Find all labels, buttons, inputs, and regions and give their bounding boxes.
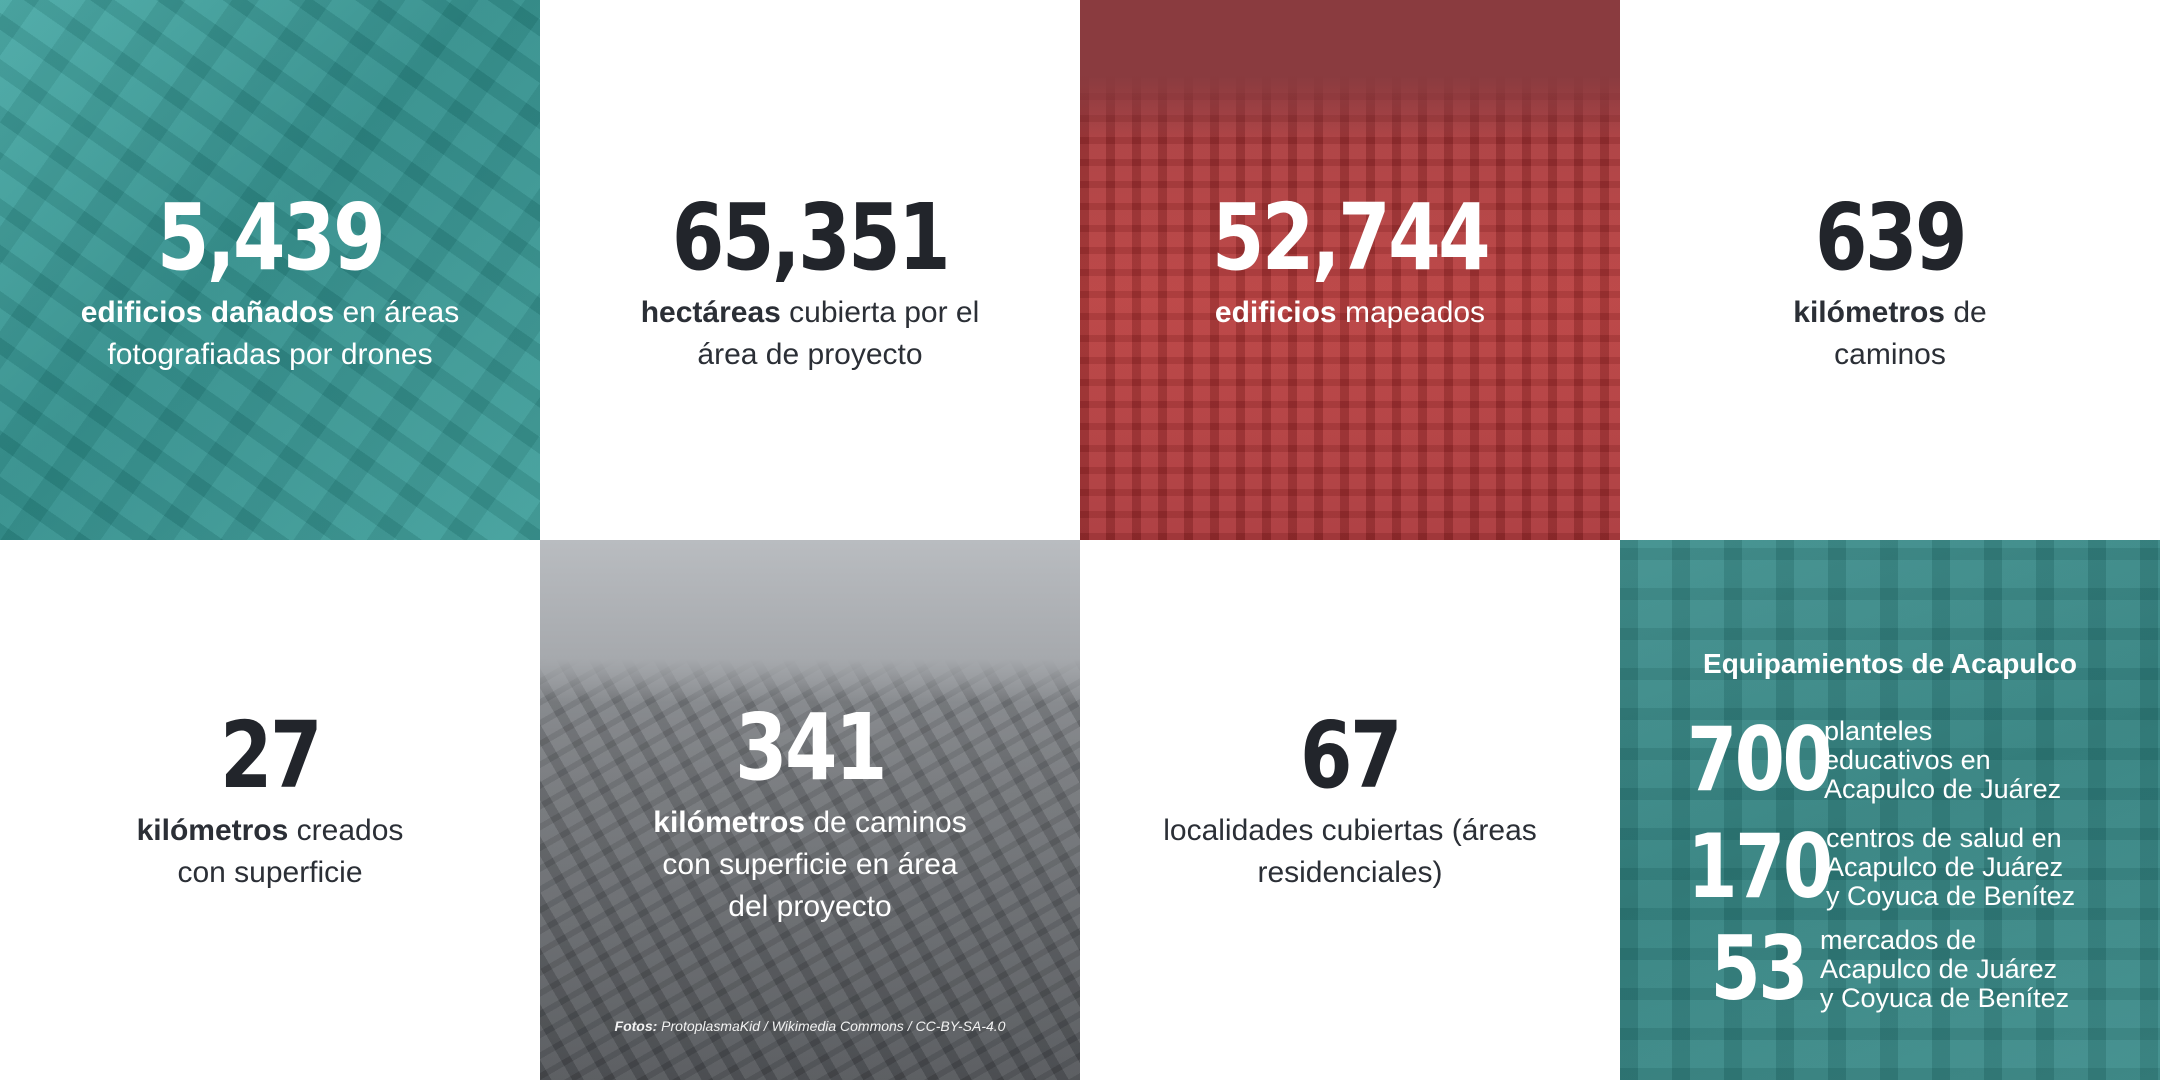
stat-block: 52,744 edificios mapeados [1080, 188, 1620, 334]
equip-description: centros de salud en Acapulco de Juárez y… [1826, 822, 2076, 911]
stat-description-bold: edificios [1214, 296, 1337, 329]
stat-description-bold: hectáreas [640, 296, 781, 329]
stat-number: 27 [219, 702, 323, 809]
stat-block: 639 kilómetros de caminos [1620, 188, 2160, 376]
stat-description-rest: creados con superficie [177, 814, 404, 889]
stat-number: 52,744 [1211, 184, 1491, 291]
stat-description-rest: de caminos [1834, 296, 1987, 371]
stat-description-bold: edificios dañados [80, 296, 335, 329]
equip-line: mercados de [1820, 924, 1977, 955]
stat-description: kilómetros creados con superficie [0, 810, 540, 894]
equip-line: Acapulco de Juárez [1826, 851, 2064, 882]
equip-line: Acapulco de Juárez [1824, 773, 2062, 804]
equip-line: centros de salud en [1826, 822, 2062, 853]
stat-description: localidades cubiertas (áreas residencial… [1080, 810, 1620, 894]
equip-line: educativos en [1824, 744, 1991, 775]
tile-localities: 67 localidades cubiertas (áreas residenc… [1080, 540, 1620, 1080]
equipamientos-title: Equipamientos de Acapulco [1703, 648, 2077, 679]
stat-number: 67 [1299, 702, 1403, 809]
equip-description: mercados de Acapulco de Juárez y Coyuca … [1820, 924, 2070, 1013]
stat-description-rest: localidades cubiertas (áreas residencial… [1163, 814, 1537, 889]
stat-description-bold: kilómetros [136, 814, 289, 847]
stat-number: 341 [734, 694, 888, 801]
equip-number: 53 [1710, 917, 1808, 1020]
tile-road-kilometers: 639 kilómetros de caminos [1620, 0, 2160, 540]
equip-description: planteles educativos en Acapulco de Juár… [1824, 715, 2062, 804]
stat-description: edificios mapeados [1080, 292, 1620, 334]
equip-line: y Coyuca de Benítez [1826, 880, 2076, 911]
tile-mapped-buildings: 52,744 edificios mapeados [1080, 0, 1620, 540]
stat-number: 5,439 [156, 184, 386, 291]
photo-credit-label: Fotos: [614, 1018, 658, 1034]
stat-number: 65,351 [671, 184, 951, 291]
equipamientos-row-health: 170 centros de salud en Acapulco de Juár… [1660, 822, 2075, 912]
equip-line: planteles [1824, 715, 1933, 746]
tile-damaged-buildings: 5,439 edificios dañados en áreas fotogra… [0, 0, 540, 540]
stat-description-rest: mapeados [1336, 296, 1486, 329]
equip-line: Acapulco de Juárez [1820, 953, 2058, 984]
stat-description: kilómetros de caminos [1620, 292, 2160, 376]
stat-block: 341 kilómetros de caminos con superficie… [540, 698, 1080, 928]
stat-description-rest: en áreas fotografiadas por drones [107, 296, 460, 371]
stat-description: edificios dañados en áreas fotografiadas… [0, 292, 540, 376]
stat-description-bold: kilómetros [653, 806, 805, 839]
photo-credit: Fotos: ProtoplasmaKid / Wikimedia Common… [540, 1018, 1080, 1034]
tile-equipamientos: Equipamientos de Acapulco 700 planteles … [1620, 540, 2160, 1080]
equipamientos-row-markets: 53 mercados de Acapulco de Juárez y Coyu… [1660, 924, 2069, 1014]
equip-number: 700 [1687, 708, 1833, 811]
equipamientos-row-schools: 700 planteles educativos en Acapulco de … [1660, 715, 2061, 805]
tile-surface-roads: 341 kilómetros de caminos con superficie… [540, 540, 1080, 1080]
stat-block: 67 localidades cubiertas (áreas residenc… [1080, 706, 1620, 894]
stat-description: hectáreas cubierta por el área de proyec… [540, 292, 1080, 376]
stat-description: kilómetros de caminos con superficie en … [540, 802, 1080, 928]
tile-created-kilometers: 27 kilómetros creados con superficie [0, 540, 540, 1080]
equip-number: 170 [1687, 815, 1833, 918]
stat-block: 5,439 edificios dañados en áreas fotogra… [0, 188, 540, 376]
photo-credit-text: ProtoplasmaKid / Wikimedia Commons / CC-… [657, 1018, 1006, 1034]
tile-hectares: 65,351 hectáreas cubierta por el área de… [540, 0, 1080, 540]
stat-description-rest: cubierta por el área de proyecto [697, 296, 980, 371]
stat-description-bold: kilómetros [1793, 296, 1945, 329]
stat-block: 65,351 hectáreas cubierta por el área de… [540, 188, 1080, 376]
stat-number: 639 [1814, 184, 1968, 291]
stat-block: 27 kilómetros creados con superficie [0, 706, 540, 894]
stat-description-rest: de caminos con superficie en área del pr… [662, 806, 967, 923]
equip-line: y Coyuca de Benítez [1820, 982, 2070, 1013]
